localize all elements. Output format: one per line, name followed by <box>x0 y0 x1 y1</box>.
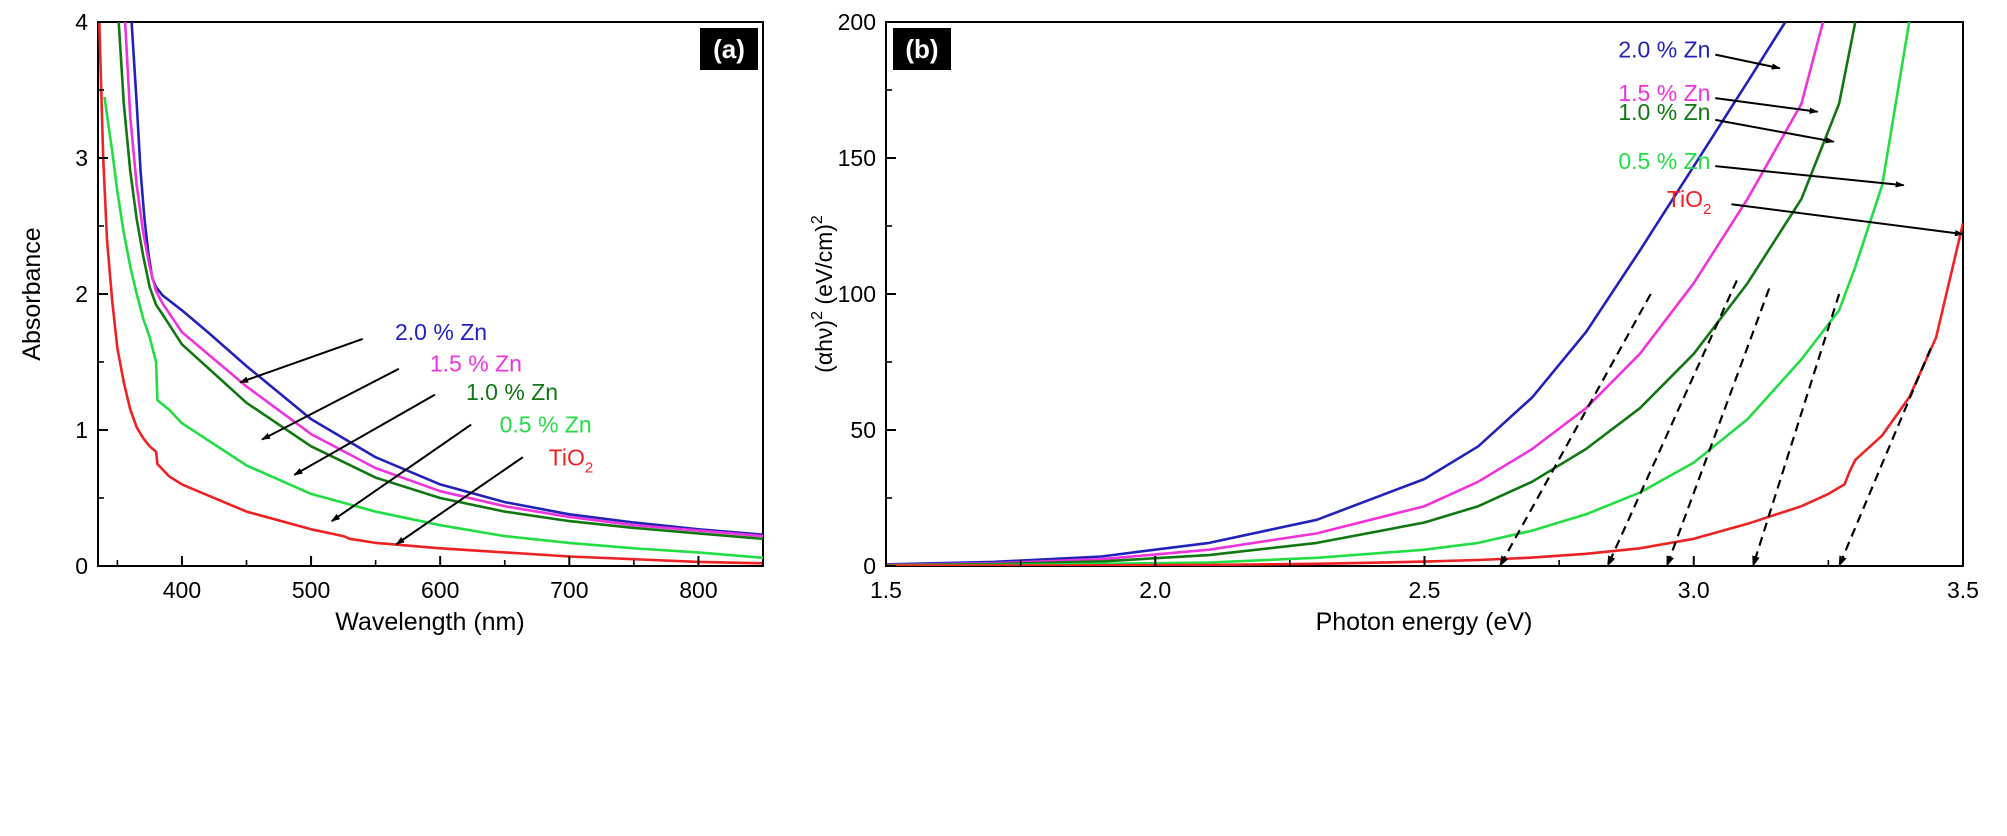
chart-b-annotation-2-0-zn: 2.0 % Zn <box>1618 36 1710 62</box>
chart-b-panel-label: (b) <box>893 28 951 70</box>
chart-b-series-tio2 <box>886 223 1963 566</box>
chart-a-x-ticks: 400 500 600 700 800 <box>116 556 764 603</box>
chart-b-x-tick-label: 3.5 <box>1947 577 1979 603</box>
chart-b-x-tick-label: 2.5 <box>1409 577 1441 603</box>
chart-b-y-axis-label-part2: (eV/cm) <box>811 224 837 311</box>
chart-b-y-axis-label-part1: (αhν) <box>811 320 837 373</box>
chart-a-annotation-main: TiO <box>549 444 585 470</box>
chart-b-y-axis-label: (αhν)2 (eV/cm)2 <box>809 215 837 373</box>
chart-a: 0 1 2 3 4 400 500 600 700 800 2.0 % Zn 1.5 % Zn1.… <box>18 9 764 636</box>
chart-b-y-tick-label: 200 <box>838 9 876 35</box>
chart-b-series-0-5-zn <box>886 22 1911 566</box>
chart-a-annotation-2-0-zn: 2.0 % Zn <box>395 319 487 345</box>
chart-a-annotation-arrow-0-5-zn <box>330 423 472 522</box>
chart-a-y-axis-label: Absorbance <box>18 227 46 360</box>
chart-a-annotation-arrow-tio2 <box>395 456 524 546</box>
chart-a-x-tick-label: 500 <box>292 577 330 603</box>
chart-a-y-tick-label: 3 <box>75 145 88 171</box>
chart-b-y-tick-label: 50 <box>850 417 876 443</box>
chart-b-y-tick-label: 100 <box>838 281 876 307</box>
chart-a-x-tick-label: 400 <box>163 577 201 603</box>
chart-b-tangent-line-5 <box>1838 347 1932 568</box>
chart-b-x-tick-label: 2.0 <box>1139 577 1171 603</box>
chart-b-annotation-main: TiO <box>1667 186 1703 212</box>
chart-b-annotation-arrow-0-5-zn <box>1715 165 1905 188</box>
chart-b-y-tick-label: 0 <box>863 553 876 579</box>
chart-b-marks <box>886 22 1963 566</box>
chart-a-panel-label-box <box>700 28 758 70</box>
chart-a-series-1-0-zn <box>117 22 763 541</box>
chart-b-x-ticks: 1.5 2.0 2.5 3.0 3.5 <box>870 556 1979 603</box>
chart-b-x-axis-label: Photon energy (eV) <box>1316 608 1533 636</box>
chart-b-annotations: 2.0 % Zn 1.5 % Zn1.0 % Zn 0.5 % Zn TiO2 <box>1618 36 1964 237</box>
chart-b-annotation-sub: 2 <box>1703 201 1711 218</box>
chart-a-y-tick-label: 2 <box>75 281 88 307</box>
chart-a-series-1-5-zn <box>123 22 763 538</box>
chart-a-annotation-arrow-2-0-zn <box>239 337 364 384</box>
chart-a-y-tick-label: 1 <box>75 417 88 443</box>
chart-a-series-2-0-zn <box>130 22 763 536</box>
chart-a-x-tick-label: 800 <box>679 577 717 603</box>
chart-b-y-axis-label-sup2: 2 <box>809 215 826 224</box>
chart-a-y-ticks: 0 1 2 3 4 <box>75 9 108 579</box>
chart-a-annotations: 2.0 % Zn 1.5 % Zn1.0 % Zn 0.5 % Zn TiO2 <box>239 319 594 546</box>
chart-a-y-tick-label: 4 <box>75 9 88 35</box>
chart-a-series-tio2 <box>98 22 763 565</box>
chart-a-annotation-arrow-1-5-zn <box>261 367 400 441</box>
chart-b-tangent-line-3 <box>1665 288 1771 568</box>
chart-a-series-0-5-zn <box>103 96 763 560</box>
chart-a-frame <box>97 21 764 567</box>
chart-b-annotation-arrow-2-0-zn <box>1715 53 1781 70</box>
chart-a-x-tick-label: 600 <box>421 577 459 603</box>
chart-a-annotation-0-5-zn: 0.5 % Zn <box>500 412 592 438</box>
chart-b-x-tick-label: 3.0 <box>1678 577 1710 603</box>
chart-b-y-ticks: 0 50 100 150 200 <box>838 9 896 579</box>
chart-a-x-axis-label: Wavelength (nm) <box>335 608 524 636</box>
chart-b-tangent-line-2 <box>1606 279 1738 568</box>
chart-a-annotation-tio2: TiO2 <box>549 444 594 476</box>
chart-b-tangent-line-1 <box>1498 293 1652 567</box>
chart-a-panel-label-text: (a) <box>713 34 745 64</box>
chart-a-marks <box>98 22 763 565</box>
chart-b-annotation-0-5-zn: 0.5 % Zn <box>1618 148 1710 174</box>
chart-b-series-1-5-zn <box>886 22 1825 566</box>
chart-a-x-tick-label: 700 <box>550 577 588 603</box>
chart-b-panel-label-box <box>893 28 951 70</box>
chart-b: 0 50 100 150 200 1.5 2.0 2.5 3.0 3.5 2.0 % Zn 1.5… <box>809 9 1979 636</box>
chart-b-annotation-arrow-1-5-zn <box>1715 97 1819 114</box>
chart-b-y-axis-label-sup1: 2 <box>809 311 826 320</box>
chart-b-y-tick-label: 150 <box>838 145 876 171</box>
chart-b-tangent-lines <box>1498 279 1932 568</box>
chart-a-annotation-arrow-1-0-zn <box>293 393 436 476</box>
chart-b-series-2-0-zn <box>886 22 1787 566</box>
chart-a-annotation-1-5-zn: 1.5 % Zn <box>430 351 522 377</box>
chart-a-annotation-1-0-zn: 1.0 % Zn <box>466 379 558 405</box>
chart-b-annotation-1-0-zn: 1.0 % Zn <box>1618 99 1710 125</box>
chart-b-annotation-arrow-tio2 <box>1731 203 1964 237</box>
chart-a-annotation-sub: 2 <box>585 459 593 476</box>
chart-b-annotation-1-5-zn: 1.5 % Zn <box>1618 80 1710 106</box>
chart-b-tangent-line-4 <box>1751 293 1841 568</box>
chart-a-y-tick-label: 0 <box>75 553 88 579</box>
chart-b-annotation-arrow-1-0-zn <box>1715 118 1835 144</box>
chart-b-panel-label-text: (b) <box>905 34 938 64</box>
chart-b-series-1-0-zn <box>886 22 1857 566</box>
chart-a-panel-label: (a) <box>700 28 758 70</box>
chart-b-annotation-tio2: TiO2 <box>1667 186 1712 218</box>
chart-b-x-tick-label: 1.5 <box>870 577 902 603</box>
